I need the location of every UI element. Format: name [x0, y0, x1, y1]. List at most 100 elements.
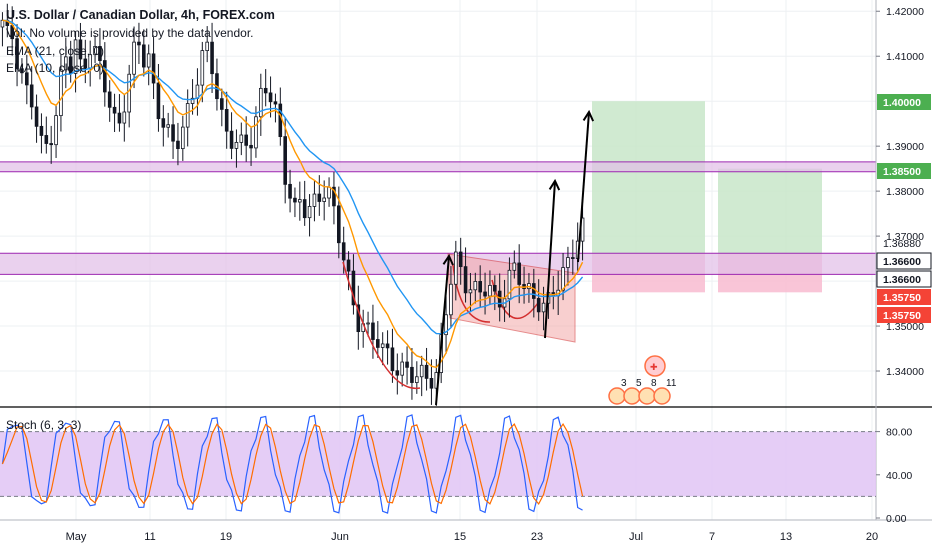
candle	[161, 118, 166, 128]
candle	[288, 183, 292, 199]
event-flag-icon	[608, 387, 626, 405]
price-tick-label: 1.42000	[886, 6, 924, 18]
volume-note: Vol: No volume is provided by the data v…	[6, 26, 254, 40]
candle	[176, 140, 180, 150]
candle	[395, 370, 400, 376]
candle	[341, 242, 346, 261]
candle	[146, 53, 151, 68]
candle	[346, 259, 351, 272]
candle	[424, 364, 429, 379]
candle	[376, 339, 380, 348]
price-tag-label: 1.38500	[883, 166, 921, 178]
event-marker-label: 5	[636, 378, 642, 389]
target-zone	[718, 168, 822, 255]
candle	[234, 141, 239, 149]
candle	[322, 197, 326, 202]
time-axis: May 11 19 Jun 15 23 Jul 7 13 20	[66, 531, 879, 543]
event-marker-label: 3	[621, 378, 627, 389]
candle	[239, 134, 244, 143]
price-tag-label: 1.36880	[883, 238, 921, 250]
candle	[483, 291, 487, 297]
candle	[561, 267, 565, 291]
candle	[249, 144, 253, 149]
candle	[171, 124, 175, 142]
sr-zones	[0, 161, 876, 275]
price-tag-label: 1.40000	[883, 97, 921, 109]
candle	[390, 347, 395, 372]
event-markers: ✚ 3 5 8 11	[608, 355, 677, 405]
candle	[273, 101, 278, 105]
time-tick-label: Jun	[331, 531, 349, 543]
candle	[356, 304, 361, 333]
candle	[78, 39, 83, 60]
projection-arrow	[435, 255, 450, 406]
time-tick-label: 7	[709, 531, 715, 543]
event-flag-icon	[644, 355, 666, 377]
time-tick-label: 23	[531, 531, 543, 543]
candle	[317, 193, 322, 202]
candle	[283, 136, 287, 185]
price-tag	[877, 289, 931, 305]
target-zone	[592, 101, 705, 255]
stoch-pane: 80.00 40.00 0.00	[0, 414, 912, 525]
candle	[112, 106, 117, 114]
event-flag-icon	[653, 387, 671, 405]
candle	[429, 378, 434, 389]
price-tag-label: 1.35750	[883, 292, 921, 304]
ema-lines	[2, 19, 584, 389]
candle	[327, 186, 331, 199]
candle	[517, 262, 521, 285]
candle	[64, 56, 68, 71]
projection-arrow	[544, 180, 556, 339]
candle	[181, 126, 185, 150]
candle	[366, 322, 370, 325]
candle	[307, 206, 312, 219]
candle	[419, 364, 424, 378]
candle	[263, 87, 268, 94]
candle	[312, 193, 317, 207]
candle	[268, 92, 273, 103]
candle	[122, 111, 127, 124]
arrow-head	[442, 253, 454, 266]
ema10-line	[2, 19, 584, 369]
candle	[488, 285, 492, 297]
candle	[49, 143, 53, 146]
candle	[507, 269, 512, 300]
stoch-legend: Stoch (6, 3, 3)	[6, 418, 82, 432]
bowl-curve	[342, 261, 421, 389]
time-tick-label: May	[66, 531, 87, 543]
event-flag-icon	[623, 387, 641, 405]
candle	[332, 186, 336, 207]
candle	[54, 115, 58, 146]
price-tag-label: 1.36600	[883, 274, 921, 286]
candle	[103, 60, 107, 93]
candle	[34, 106, 39, 127]
price-tag	[877, 163, 931, 179]
candle	[371, 322, 375, 340]
candle	[458, 251, 463, 268]
candle	[132, 41, 136, 75]
candle	[259, 87, 263, 118]
candle	[224, 108, 229, 132]
candle	[512, 262, 517, 271]
candle	[415, 376, 419, 383]
projection-arrow	[577, 111, 590, 263]
candle	[20, 68, 24, 74]
candle	[127, 73, 131, 113]
candle	[25, 72, 29, 86]
candle	[44, 135, 49, 144]
candle	[400, 361, 404, 376]
price-tag	[876, 252, 932, 270]
candle	[220, 98, 224, 110]
event-flag-icon: ✚	[650, 362, 658, 372]
candle	[200, 50, 205, 86]
candle	[532, 283, 536, 299]
stoch-tick-label: 80.00	[886, 427, 912, 439]
arrow-head	[548, 178, 561, 191]
stoch-d-line	[1, 422, 584, 506]
candle	[166, 124, 170, 128]
candle	[244, 134, 248, 146]
event-marker-label: 8	[651, 378, 657, 389]
candle	[0, 19, 5, 28]
